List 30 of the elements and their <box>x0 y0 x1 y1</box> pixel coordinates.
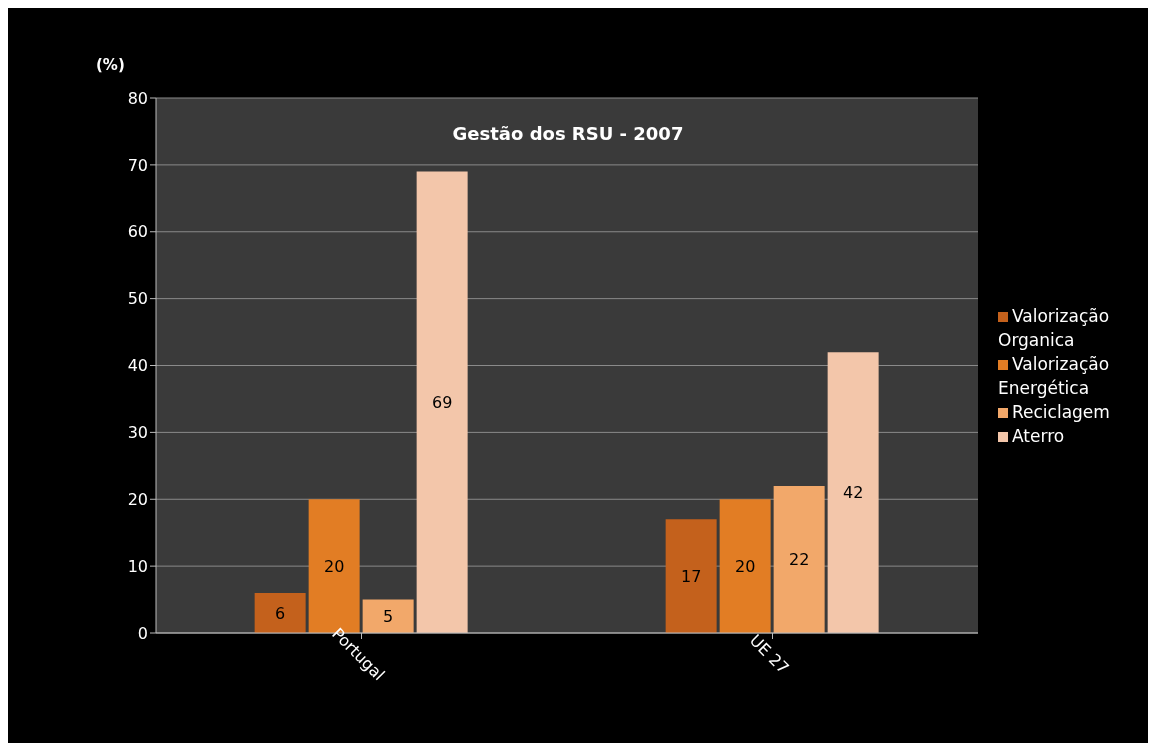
y-tick-label: 70 <box>127 155 148 175</box>
data-label: 42 <box>842 483 864 503</box>
bar <box>719 499 771 633</box>
y-tick-label: 40 <box>127 356 148 376</box>
x-tick-label: UE 27 <box>745 630 793 678</box>
y-tick-label: 0 <box>137 623 148 643</box>
bar <box>773 485 825 633</box>
data-label: 5 <box>383 606 394 626</box>
y-tick-label: 20 <box>127 489 148 509</box>
legend-label: Aterro <box>1012 425 1065 446</box>
bar <box>665 519 717 633</box>
bar <box>416 171 468 633</box>
legend-label: Valorização Energética <box>998 353 1110 398</box>
bar <box>254 592 306 633</box>
y-tick-label: 60 <box>127 222 148 242</box>
data-label: 17 <box>680 566 702 586</box>
data-label: 69 <box>431 392 453 412</box>
data-label: 6 <box>275 603 286 623</box>
y-tick-label: 50 <box>127 289 148 309</box>
legend-label: Valorização Organica <box>998 305 1110 350</box>
data-label: 20 <box>323 556 345 576</box>
bar <box>827 352 879 633</box>
y-tick-label: 80 <box>127 88 148 108</box>
legend-label: Reciclagem <box>1012 401 1110 422</box>
data-label: 22 <box>788 550 810 570</box>
y-tick-label: 10 <box>127 556 148 576</box>
y-axis-title: (%) <box>96 56 125 74</box>
data-label: 20 <box>734 556 756 576</box>
text: Gestão dos RSU - 2007 <box>451 123 685 144</box>
y-tick-label: 30 <box>127 423 148 443</box>
